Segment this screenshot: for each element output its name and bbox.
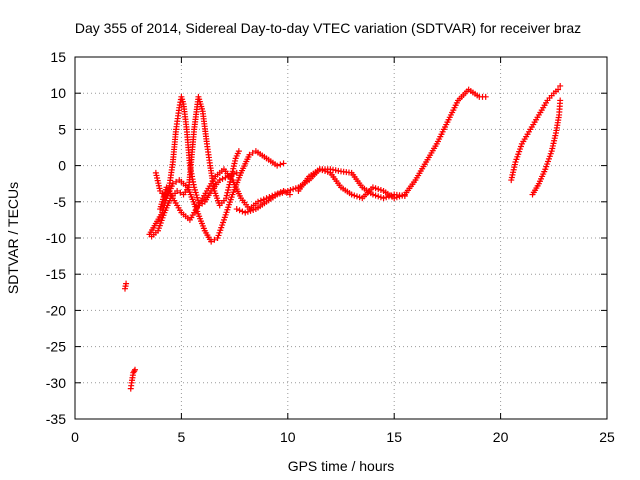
data-point [383,194,390,201]
plot-border [74,56,608,420]
data-point [255,198,262,205]
data-point [375,193,382,200]
data-point [233,206,240,213]
y-tick-label: -25 [46,339,66,355]
data-point [401,193,408,200]
data-point [244,208,251,215]
data-point [282,188,289,195]
data-point [287,187,294,194]
data-point [242,209,249,216]
data-point [247,207,254,214]
data-point [216,177,223,184]
data-point [222,174,229,181]
data-point [246,151,253,158]
data-point [482,93,489,100]
y-tick-label: 5 [58,121,66,137]
data-point [226,181,233,188]
y-tick-label: -20 [46,302,66,318]
data-point [249,149,256,156]
data-point [372,185,379,192]
data-point [385,193,392,200]
data-point [224,189,231,196]
data-points [122,82,564,392]
data-point [557,82,564,89]
data-point [555,86,562,93]
data-point [219,175,226,182]
data-point [284,187,291,194]
data-point [377,194,384,201]
y-tick-label: 0 [58,158,66,174]
data-point [132,366,139,373]
data-point [177,189,184,196]
data-point [225,187,232,194]
data-point [236,207,243,214]
data-point [369,184,376,191]
data-point [235,148,242,155]
x-tick-label: 5 [178,429,186,445]
grid [75,57,607,419]
data-point [274,162,281,169]
y-tick-label: -5 [54,194,67,210]
y-axis-label: SDTVAR / TECUs [5,182,21,294]
data-point [211,236,218,243]
x-tick-label: 20 [493,429,509,445]
data-point [557,97,564,104]
series-isolated-low [122,280,139,392]
data-point [280,160,287,167]
x-tick-label: 25 [599,429,615,445]
data-point [380,195,387,202]
y-tick-label: 10 [50,85,66,101]
data-point [239,208,246,215]
tick-labels: 0 5 10 15 20 25 -35 -30 -25 -20 -15 -10 -5 0 5 10 15 [46,49,615,445]
series-track-2 [148,93,242,240]
y-tick-label: -15 [46,266,66,282]
y-tick-label: -10 [46,230,66,246]
x-axis-label: GPS time / hours [288,458,395,474]
chart-title: Day 355 of 2014, Sidereal Day-to-day VTE… [75,20,581,36]
data-point [225,184,232,191]
data-point [377,187,384,194]
data-point [277,161,284,168]
data-point [223,192,230,199]
data-point [174,187,181,194]
data-point [276,190,283,197]
series-track-8 [529,97,564,198]
data-point [353,193,360,200]
x-tick-label: 0 [71,429,79,445]
y-tick-label: -30 [46,375,66,391]
data-point [123,280,130,287]
data-point [375,186,382,193]
data-point [274,191,281,198]
data-point [388,192,395,199]
data-point [173,178,180,185]
y-tick-label: -35 [46,411,66,427]
data-point [131,368,138,375]
x-tick-label: 10 [280,429,296,445]
data-point [372,192,379,199]
data-point [169,180,176,187]
data-point [290,186,297,193]
data-point [369,191,376,198]
series-track-7 [508,82,564,184]
y-tick-label: 15 [50,49,66,65]
data-point [223,195,230,202]
data-point [279,189,286,196]
data-point [348,191,355,198]
data-point [208,238,215,245]
data-point [356,194,363,201]
data-point [292,185,299,192]
data-point [257,197,264,204]
data-point [250,206,257,213]
data-point [351,192,358,199]
series-track-3 [152,148,287,245]
x-tick-label: 15 [386,429,402,445]
series-track-6 [295,166,408,202]
